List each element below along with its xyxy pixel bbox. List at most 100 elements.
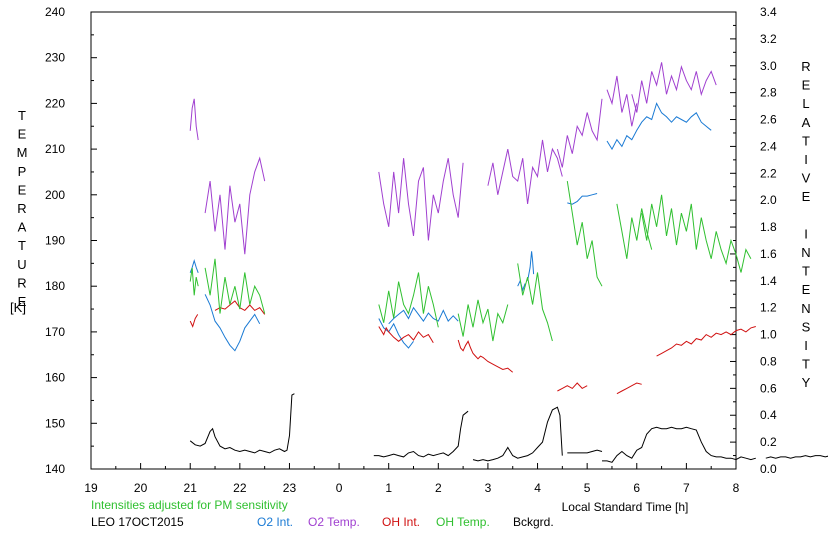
series-line	[189, 267, 199, 296]
series-line	[517, 263, 553, 342]
series-line	[204, 258, 266, 314]
left-tick-label: 160	[45, 371, 65, 385]
axis-letter: E	[802, 189, 811, 204]
right-tick-label: 3.0	[760, 59, 777, 73]
axis-letter: I	[804, 338, 808, 353]
right-tick-label: 1.4	[760, 274, 777, 288]
axis-letter: I	[804, 226, 808, 241]
series-line	[204, 294, 261, 352]
series-line	[487, 139, 563, 204]
series-line	[556, 98, 603, 168]
series-line	[566, 181, 603, 287]
right-tick-label: 3.4	[760, 5, 777, 19]
series-line	[616, 382, 642, 395]
right-tick-label: 0.8	[760, 354, 777, 368]
plot-frame	[90, 11, 737, 470]
axis-letter: I	[804, 152, 808, 167]
right-tick-label: 0.6	[760, 381, 777, 395]
axis-letter: T	[18, 238, 26, 253]
series-o2-temp	[189, 62, 717, 255]
x-tick-label: 1	[385, 481, 392, 495]
axis-letter: P	[18, 164, 27, 179]
right-tick-label: 1.0	[760, 328, 777, 342]
x-tick-label: 3	[485, 481, 492, 495]
x-axis: 19 20 21 22 23 0 1 2 3 4 5 6 7 8	[84, 463, 740, 495]
right-axis: 0.0 0.2 0.4 0.6 0.8 1.0 1.2 1.4 1.6 1.8 2.0 2.2 2.4 2…	[730, 5, 777, 476]
x-tick-label: 5	[584, 481, 591, 495]
axis-letter: R	[801, 59, 810, 74]
series-line	[457, 339, 514, 373]
right-tick-label: 2.8	[760, 86, 777, 100]
series-line	[656, 326, 756, 357]
series-line	[527, 251, 535, 281]
series-bckgrd	[189, 393, 828, 463]
axis-letter: E	[18, 127, 27, 142]
left-tick-label: 210	[45, 142, 65, 156]
left-tick-label: 150	[45, 416, 65, 430]
legend-entry: O2 Temp.	[308, 515, 360, 529]
right-tick-label: 0.0	[760, 462, 777, 476]
left-tick-label: 240	[45, 5, 65, 19]
right-tick-label: 2.4	[760, 139, 777, 153]
series-line	[602, 426, 756, 463]
series-oh-temp	[189, 181, 752, 342]
left-axis-unit: [K]	[10, 300, 26, 315]
left-tick-label: 230	[45, 51, 65, 65]
right-tick-label: 2.2	[760, 166, 777, 180]
axis-letter: Y	[802, 375, 811, 390]
series-layer	[189, 62, 828, 463]
axis-letter: L	[802, 96, 809, 111]
series-o2-int	[189, 102, 712, 352]
axis-letter: A	[802, 115, 811, 130]
x-tick-label: 4	[534, 481, 541, 495]
axis-letter: T	[802, 357, 810, 372]
axis-letter: M	[17, 145, 28, 160]
left-tick-label: 170	[45, 325, 65, 339]
series-line	[641, 194, 752, 273]
series-line	[567, 193, 598, 205]
axis-letter: N	[801, 245, 810, 260]
x-tick-label: 22	[233, 481, 247, 495]
legend-entry: OH Temp.	[436, 515, 490, 529]
x-tick-label: 19	[84, 481, 98, 495]
right-tick-label: 0.4	[760, 408, 777, 422]
left-axis: 140 150 160 170 180 190 200 210 220 230 240	[45, 5, 97, 476]
series-line	[378, 326, 434, 343]
axis-letter: E	[802, 282, 811, 297]
series-line	[631, 62, 717, 113]
series-line	[457, 299, 509, 342]
left-tick-label: 190	[45, 234, 65, 248]
series-line	[616, 203, 653, 259]
series-line	[373, 410, 469, 458]
axis-letter: R	[17, 275, 26, 290]
legend-entry: OH Int.	[382, 515, 420, 529]
series-line	[388, 306, 459, 325]
axis-letter: N	[801, 301, 810, 316]
series-oh-int	[189, 300, 756, 395]
right-tick-label: 1.6	[760, 247, 777, 261]
axis-letter: A	[18, 220, 27, 235]
x-tick-label: 23	[283, 481, 297, 495]
series-line	[378, 272, 439, 328]
series-line	[606, 102, 712, 151]
axis-letter: V	[802, 171, 811, 186]
series-line	[204, 156, 266, 255]
x-axis-label: Local Standard Time [h]	[562, 500, 689, 514]
left-tick-label: 180	[45, 279, 65, 293]
x-tick-label: 20	[134, 481, 148, 495]
series-line	[557, 382, 588, 392]
right-tick-label: 2.0	[760, 193, 777, 207]
axis-letter: U	[17, 257, 26, 272]
series-line	[472, 406, 563, 462]
series-line	[606, 75, 638, 127]
adjustment-note: Intensities adjusted for PM sensitivity	[91, 498, 288, 512]
right-tick-label: 2.6	[760, 113, 777, 127]
axis-letter: T	[802, 264, 810, 279]
right-tick-label: 0.2	[760, 435, 777, 449]
axis-letter: E	[18, 182, 27, 197]
x-tick-label: 8	[733, 481, 740, 495]
series-line	[765, 455, 828, 459]
